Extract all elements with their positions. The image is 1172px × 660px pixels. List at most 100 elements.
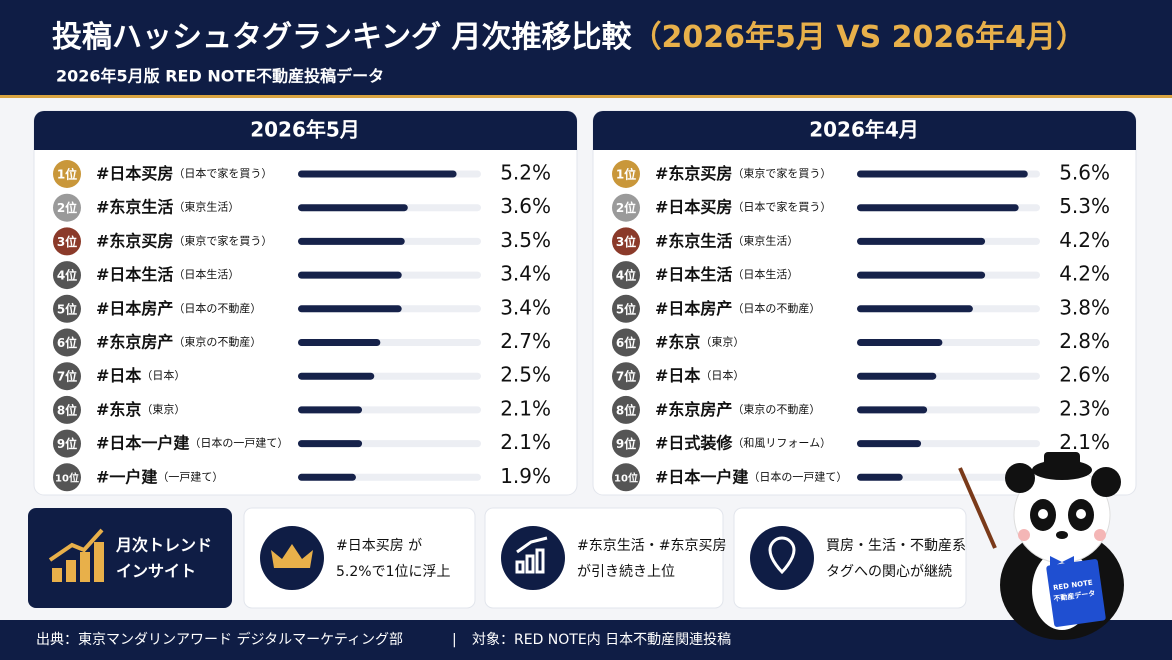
value-label: 5.2% [500, 161, 551, 185]
rank: 9位 [616, 436, 636, 451]
insight-text: #日本买房 が [336, 538, 422, 554]
rank: 9位 [57, 436, 77, 451]
rank: 2位 [616, 200, 636, 215]
insight-icon [750, 526, 814, 590]
ear [1005, 463, 1035, 493]
bar [857, 339, 943, 346]
value-label: 2.1% [500, 396, 551, 420]
insight-text: 5.2%で1位に浮上 [336, 564, 450, 580]
rank: 3位 [616, 234, 636, 249]
insight-card [28, 508, 232, 608]
bar [857, 170, 1028, 178]
rank-badge [53, 429, 81, 458]
value-label: 4.2% [1059, 228, 1110, 252]
bar [298, 271, 402, 279]
rank: 4位 [57, 268, 77, 283]
title-period: （2026年5月 VS 2026年4月） [632, 20, 1086, 55]
tag: #日本一户建 [96, 433, 189, 452]
rank-badge [53, 463, 81, 492]
tag: #日本一户建 [655, 467, 748, 486]
tag-note: （東京） [700, 335, 744, 349]
book [1046, 559, 1106, 627]
rank-badge [612, 429, 640, 458]
tag-label: #日本买房（日本で家を買う） [655, 197, 831, 216]
tag: #一户建 [96, 467, 157, 486]
tag-label: #东京房产（東京の不動産） [96, 332, 261, 351]
rank: 8位 [616, 402, 636, 417]
tag-label: #一户建（一戸建て） [96, 467, 223, 486]
bar [857, 473, 903, 481]
bar [857, 372, 937, 380]
header-rule [0, 95, 1172, 98]
rank-badge [612, 463, 640, 492]
footer-source: 出典：東京マンダリンアワード デジタルマーケティング部 [36, 631, 403, 648]
tag: #东京生活 [655, 231, 732, 250]
tag-label: #东京生活（東京生活） [655, 231, 798, 250]
bar [298, 473, 356, 481]
bar [857, 204, 1019, 212]
bar [857, 271, 986, 279]
bar [298, 339, 381, 346]
rank: 2位 [57, 200, 77, 215]
value-label: 2.1% [500, 430, 551, 454]
rank-badge [53, 227, 81, 256]
rank-badge [612, 261, 640, 290]
tag-note: （日本の一戸建て） [748, 469, 847, 483]
tag-label: #日本房产（日本の不動産） [655, 298, 820, 317]
eye [1076, 509, 1086, 519]
rank-badge [612, 160, 640, 188]
cheek [1018, 529, 1030, 541]
tag: #东京买房 [96, 231, 173, 250]
tag: #日本生活 [96, 265, 173, 284]
tag-note: （一戸建て） [157, 469, 223, 483]
panel-header [593, 111, 1136, 150]
insight-text: 月次トレンド [115, 536, 212, 555]
pointer [958, 467, 997, 549]
rank-badge [53, 294, 81, 323]
rank-badge [612, 362, 640, 391]
tag: #日本买房 [96, 164, 173, 183]
tag: #东京房产 [96, 332, 173, 351]
tag-note: （和風リフォーム） [732, 437, 831, 450]
tag-label: #东京（東京） [96, 399, 185, 418]
tag-note: （東京） [141, 402, 185, 416]
tag: #日本生活 [655, 265, 732, 284]
bar [298, 170, 457, 178]
tag-label: #日本房产（日本の不動産） [96, 298, 261, 317]
insight-text: 買房・生活・不動産系 [826, 538, 966, 554]
rank: 1位 [616, 167, 636, 182]
tag: #东京房产 [655, 399, 732, 418]
tag: #东京 [655, 332, 700, 351]
bar [298, 305, 402, 313]
tag-label: #东京买房（東京で家を買う） [96, 231, 272, 250]
rank-badge [612, 395, 640, 424]
value-label: 2.3% [1059, 396, 1110, 420]
rank: 6位 [616, 335, 636, 350]
bar [298, 204, 408, 212]
bar [857, 305, 973, 313]
tag: #东京 [96, 399, 141, 418]
tag-label: #日本（日本） [655, 366, 744, 385]
bar [298, 372, 375, 380]
tag-label: #日本生活（日本生活） [655, 265, 798, 284]
tag-note: （日本の一戸建て） [189, 436, 288, 450]
rank-badge [53, 160, 81, 188]
tag: #日本房产 [655, 298, 732, 317]
tag-note: （日本の不動産） [732, 301, 820, 315]
eye [1038, 509, 1048, 519]
tag-label: #日本（日本） [96, 366, 185, 385]
insight-text: インサイト [116, 562, 196, 581]
insight-text: が引き続き上位 [577, 563, 675, 580]
tag: #日本 [655, 366, 700, 385]
bar-track [857, 473, 1040, 481]
rank: 8位 [57, 402, 77, 417]
tag: #东京生活 [96, 197, 173, 216]
tag-label: #东京（東京） [655, 332, 744, 351]
rank-badge [53, 362, 81, 391]
tag: #日本买房 [655, 197, 732, 216]
footer-separator: | [452, 632, 457, 648]
value-label: 3.8% [1059, 295, 1110, 319]
tag-note: （日本で家を買う） [173, 166, 272, 180]
nose [1056, 531, 1068, 539]
